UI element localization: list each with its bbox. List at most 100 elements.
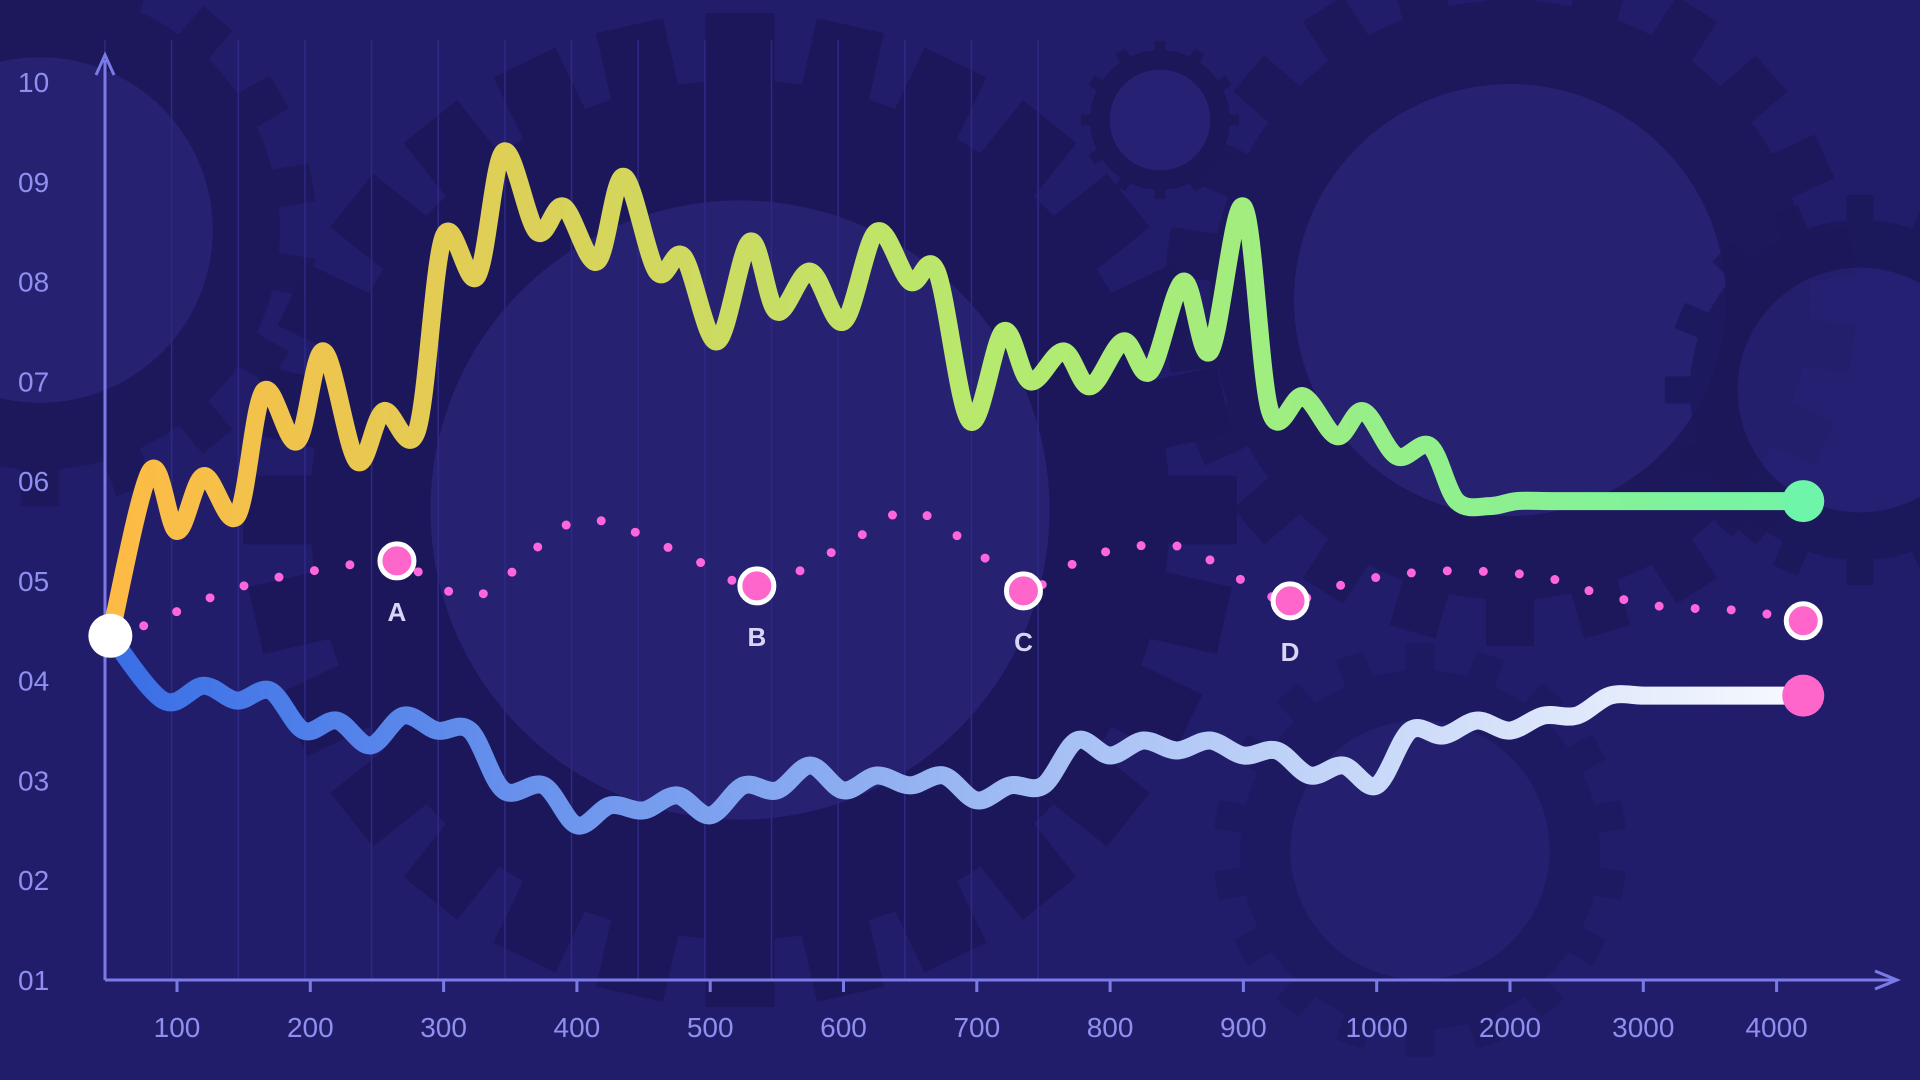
markers: A B C D: [88, 480, 1825, 717]
lower-end-point: [1782, 674, 1825, 717]
left-gear-icon-tooth: [271, 252, 316, 297]
large-gear-icon-hub: [430, 200, 1050, 820]
bottom-gear-icon-tooth: [1592, 799, 1627, 834]
bottom-gear-icon-tooth: [1566, 734, 1607, 774]
x-tick-label: 400: [554, 1012, 601, 1043]
right-gear-icon-tooth: [1771, 134, 1835, 199]
large-gear-icon-tooth: [801, 18, 885, 101]
small-gear-icon-tooth: [1154, 40, 1166, 52]
x-tick-label: 1000: [1346, 1012, 1408, 1043]
small-gear-icon-tooth: [1154, 188, 1166, 200]
dotted-end-point: [1783, 601, 1823, 641]
gear-background: [0, 0, 1920, 1057]
y-tick-label: 08: [18, 267, 49, 298]
edge-gear-icon-hub: [1737, 267, 1920, 513]
edge-gear-icon-tooth: [1772, 540, 1809, 576]
x-tick-label: 2000: [1479, 1012, 1541, 1043]
large-gear-icon-tooth: [403, 823, 501, 920]
y-tick-label: 09: [18, 167, 49, 198]
large-gear-icon-tooth: [243, 475, 313, 545]
x-tick-label: 800: [1087, 1012, 1134, 1043]
large-gear-icon-tooth: [330, 173, 427, 271]
marker-point-a: [377, 541, 417, 581]
upper-series-line: [101, 142, 1813, 645]
y-tick-label: 03: [18, 765, 49, 796]
left-gear-icon-tooth: [236, 75, 289, 128]
large-gear-icon-tooth: [1053, 173, 1150, 271]
marker-label-b: B: [747, 622, 766, 652]
right-gear-icon-tooth: [1185, 401, 1249, 466]
start-point: [88, 613, 133, 658]
large-gear-icon-tooth: [403, 100, 501, 197]
lower-series-line: [101, 626, 1813, 835]
large-gear-icon-tooth: [1167, 475, 1237, 545]
right-gear-icon-tooth: [1719, 55, 1788, 123]
small-gear-icon-tooth: [1216, 75, 1232, 91]
y-tick-label: 07: [18, 366, 49, 397]
bottom-gear-icon: [1213, 643, 1627, 1057]
y-axis-arrow-icon: [94, 51, 116, 76]
right-gear-icon-tooth: [1232, 55, 1301, 123]
edge-gear-icon: [1664, 194, 1920, 586]
axis-ticks: 100 200 300 400 500 600 700 800 900 1000 2000 3000 4…: [18, 67, 1808, 1043]
bottom-gear-icon-tooth: [1405, 643, 1435, 672]
marker-label-a: A: [388, 597, 407, 627]
bottom-gear-icon-tooth: [1335, 1012, 1373, 1050]
x-tick-label: 500: [687, 1012, 734, 1043]
bottom-gear-icon-hub: [1290, 720, 1550, 980]
y-tick-label: 01: [18, 965, 49, 996]
right-gear-icon-tooth: [1164, 227, 1219, 282]
right-gear-icon-tooth: [1570, 579, 1631, 639]
left-gear-icon-tooth: [103, 0, 153, 13]
x-tick-label: 200: [287, 1012, 334, 1043]
small-gear-icon-hub: [1109, 69, 1211, 171]
large-gear-icon-tooth: [894, 880, 987, 973]
small-gear-icon-tooth: [1088, 149, 1104, 165]
upper-end-point: [1782, 480, 1825, 523]
marker-label-d: D: [1281, 637, 1300, 667]
y-tick-label: 10: [18, 67, 49, 98]
y-tick-label: 05: [18, 566, 49, 597]
bottom-gear-icon-tooth: [1276, 977, 1317, 1018]
small-gear-icon-tooth: [1115, 176, 1131, 192]
edge-gear-icon-tooth: [1674, 302, 1710, 339]
edge-gear-icon-tooth: [1674, 441, 1710, 478]
left-gear-icon-tooth: [271, 163, 316, 208]
x-tick-label: 700: [953, 1012, 1000, 1043]
large-gear-icon-tooth: [493, 880, 586, 973]
x-tick-label: 3000: [1612, 1012, 1674, 1043]
left-gear-icon-tooth: [178, 399, 233, 455]
right-gear-icon-tooth: [1486, 598, 1534, 646]
small-gear-icon-tooth: [1189, 176, 1205, 192]
left-gear-icon-tooth: [20, 468, 60, 507]
bottom-gear-icon-tooth: [1213, 799, 1248, 834]
large-gear-icon-tooth: [330, 749, 427, 847]
small-gear-icon: [1080, 40, 1240, 200]
x-tick-label: 900: [1220, 1012, 1267, 1043]
right-gear-icon-tooth: [1389, 0, 1450, 21]
x-axis-arrow-icon: [1874, 969, 1901, 991]
right-gear-icon-tooth: [1570, 0, 1631, 21]
edge-gear-icon-tooth: [1846, 558, 1874, 586]
large-gear-icon: [243, 13, 1237, 1007]
bottom-gear-icon-tooth: [1335, 650, 1373, 688]
small-gear-icon-tooth: [1216, 149, 1232, 165]
marker-point-b: [737, 566, 777, 606]
large-gear-icon-tooth: [705, 938, 775, 1007]
large-gear-icon-tooth: [979, 100, 1077, 197]
right-gear-icon-tooth: [1650, 537, 1718, 605]
large-gear-icon-tooth: [894, 47, 987, 140]
right-gear-icon-hub: [1294, 84, 1726, 516]
axes: [94, 51, 1901, 991]
marker-label-c: C: [1014, 627, 1033, 657]
left-gear-icon-tooth: [178, 5, 233, 61]
left-gear-icon-tooth: [236, 332, 289, 385]
edge-gear-icon-tooth: [1772, 204, 1809, 240]
x-tick-label: 300: [420, 1012, 467, 1043]
marker-point-d: [1270, 581, 1310, 621]
right-gear-icon-tooth: [1650, 0, 1718, 63]
x-tick-label: 4000: [1745, 1012, 1807, 1043]
large-gear-icon-tooth: [248, 571, 331, 655]
